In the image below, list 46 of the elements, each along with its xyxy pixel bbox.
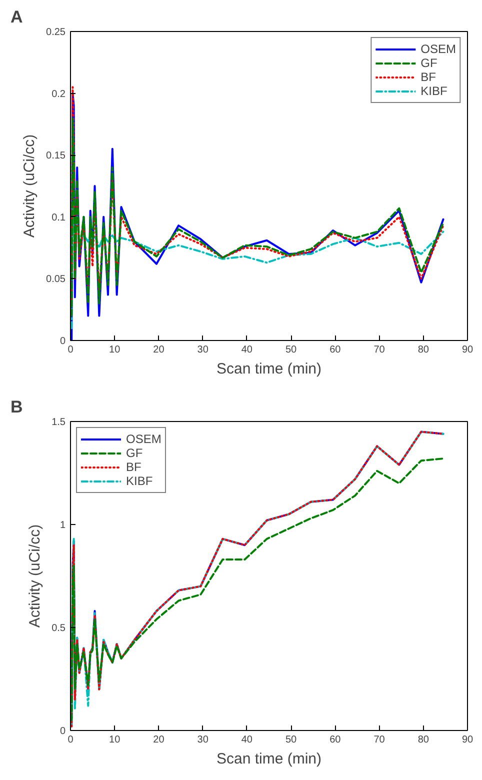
y-tick-label: 0 bbox=[60, 336, 66, 347]
y-tick-label: 1 bbox=[60, 520, 66, 531]
y-tick-label: 0.15 bbox=[46, 150, 66, 162]
x-tick-label: 40 bbox=[241, 734, 253, 746]
x-tick-label: 10 bbox=[109, 344, 121, 356]
line-series bbox=[70, 117, 444, 317]
y-tick-label: 0.25 bbox=[46, 27, 66, 38]
x-tick-label: 80 bbox=[418, 344, 430, 356]
x-tick-label: 50 bbox=[285, 734, 298, 746]
x-tick-label: 70 bbox=[374, 344, 386, 356]
text: B bbox=[10, 398, 23, 416]
y-axis-title: Activity (uCi/cc) bbox=[26, 524, 44, 628]
legend-label: GF bbox=[420, 56, 438, 70]
text: A bbox=[10, 8, 23, 26]
x-tick-label: 0 bbox=[68, 734, 74, 746]
legend-label: BF bbox=[420, 70, 437, 84]
x-tick-label: 60 bbox=[330, 344, 342, 356]
x-tick-label: 70 bbox=[374, 734, 386, 746]
y-tick-label: 0.5 bbox=[52, 623, 66, 634]
x-tick-label: 30 bbox=[197, 734, 209, 746]
legend-label: GF bbox=[126, 446, 144, 460]
legend-label: OSEM bbox=[126, 432, 162, 446]
legend-label: OSEM bbox=[420, 42, 456, 56]
line-series bbox=[70, 204, 444, 330]
x-tick-label: 30 bbox=[197, 344, 209, 356]
y-tick-label: 0.1 bbox=[52, 212, 66, 224]
x-tick-label: 90 bbox=[462, 344, 474, 356]
legend-label: KIBF bbox=[420, 84, 448, 98]
x-tick-label: 10 bbox=[109, 734, 121, 746]
x-tick-label: 20 bbox=[153, 734, 165, 746]
x-tick-label: 60 bbox=[330, 734, 342, 746]
y-tick-label: 1.5 bbox=[52, 417, 66, 428]
x-axis-title: Scan time (min) bbox=[216, 750, 322, 768]
y-axis-title: Activity (uCi/cc) bbox=[21, 134, 38, 238]
x-tick-label: 50 bbox=[285, 344, 298, 356]
legend-label: BF bbox=[126, 460, 142, 474]
x-tick-label: 20 bbox=[153, 344, 165, 356]
x-tick-label: 80 bbox=[418, 734, 430, 746]
x-tick-label: 40 bbox=[241, 344, 253, 356]
y-tick-label: 0.2 bbox=[52, 88, 66, 100]
legend-label: KIBF bbox=[126, 474, 153, 488]
y-tick-label: 0.05 bbox=[46, 274, 66, 286]
x-tick-label: 90 bbox=[462, 734, 474, 746]
x-axis-title: Scan time (min) bbox=[216, 360, 322, 378]
x-tick-label: 0 bbox=[68, 344, 74, 356]
y-tick-label: 0 bbox=[60, 726, 66, 737]
